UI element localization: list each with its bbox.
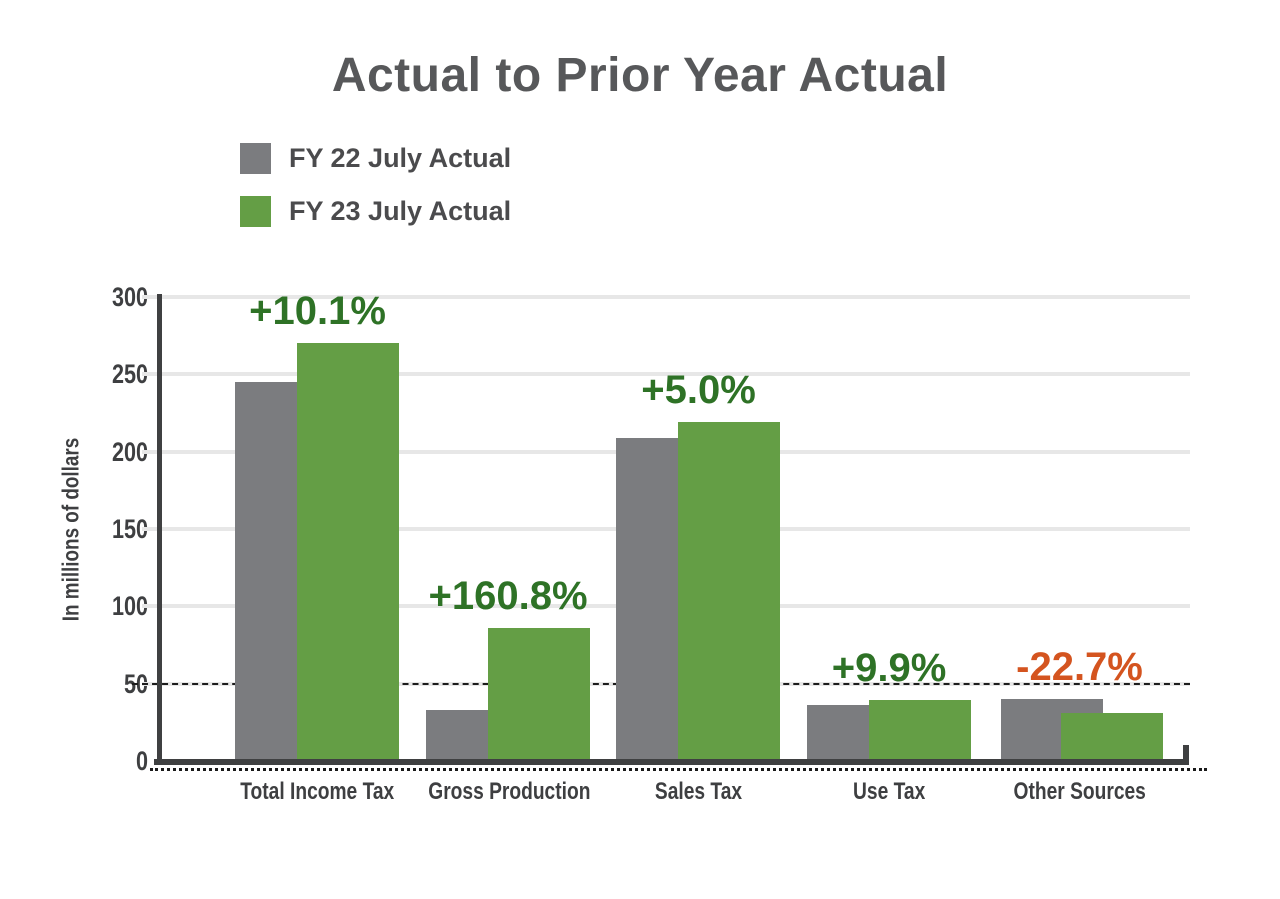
- legend-label-fy22: FY 22 July Actual: [289, 143, 512, 173]
- bar-fy22-gross-production: [425, 709, 488, 761]
- pct-change-label-use-tax: +9.9%: [831, 645, 947, 690]
- bar-fy22-total-income-tax: [235, 382, 297, 761]
- y-tick-label-100: 100: [111, 591, 148, 622]
- x-axis-line: [154, 759, 1188, 765]
- x-category-label-other-sources: Other Sources: [1013, 778, 1146, 805]
- legend: FY 22 July Actual FY 23 July Actual: [240, 143, 511, 249]
- pct-change-label-sales-tax: +5.0%: [641, 367, 756, 412]
- y-tick-label-250: 250: [111, 359, 148, 390]
- x-category-label-gross-production: Gross Production: [428, 778, 591, 805]
- x-category-label-use-tax: Use Tax: [852, 778, 926, 805]
- pct-change-label-other-sources: -22.7%: [1016, 645, 1143, 690]
- bar-fy22-sales-tax: [616, 437, 678, 761]
- bar-fy23-other-sources: [1061, 713, 1163, 761]
- legend-item-fy23: FY 23 July Actual: [240, 196, 511, 227]
- x-axis-dotted-line: [150, 768, 1207, 771]
- bar-fy23-gross-production: [487, 627, 590, 761]
- legend-item-fy22: FY 22 July Actual: [240, 143, 511, 174]
- pct-change-label-total-income-tax: +10.1%: [249, 289, 386, 334]
- x-axis-end-tick: [1183, 745, 1189, 765]
- y-tick-label-200: 200: [111, 436, 148, 467]
- x-category-label-total-income-tax: Total Income Tax: [240, 778, 395, 805]
- bar-fy23-total-income-tax: [297, 343, 399, 761]
- chart-title: Actual to Prior Year Actual: [331, 49, 949, 102]
- y-tick-label-300: 300: [111, 282, 148, 312]
- gridline-250: [142, 372, 1190, 377]
- gridline-300: [142, 295, 1190, 299]
- legend-swatch-fy23: [240, 196, 271, 227]
- y-tick-label-150: 150: [111, 514, 148, 544]
- legend-label-fy23: FY 23 July Actual: [289, 196, 512, 226]
- legend-swatch-fy22: [240, 143, 271, 174]
- x-category-label-sales-tax: Sales Tax: [654, 778, 743, 805]
- y-tick-label-0: 0: [135, 746, 148, 776]
- bar-fy23-use-tax: [868, 699, 971, 761]
- bar-fy23-sales-tax: [678, 421, 780, 761]
- bar-fy22-use-tax: [806, 705, 869, 761]
- y-axis-line: [157, 294, 162, 765]
- pct-change-label-gross-production: +160.8%: [428, 573, 588, 618]
